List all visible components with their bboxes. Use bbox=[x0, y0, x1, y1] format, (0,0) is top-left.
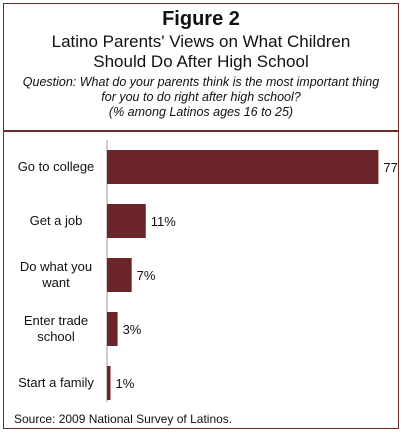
category-label-3-1: school bbox=[37, 329, 75, 344]
bar-1 bbox=[107, 204, 146, 238]
value-label-0: 77% bbox=[383, 160, 398, 175]
category-label-4-0: Start a family bbox=[18, 375, 94, 390]
subtitle-line-3: (% among Latinos ages 16 to 25) bbox=[108, 105, 294, 119]
figure-label: Figure 2 bbox=[162, 8, 240, 30]
value-label-3: 3% bbox=[123, 322, 142, 337]
subtitle-line-1: Question: What do your parents think is … bbox=[22, 75, 380, 89]
category-label-0-0: Go to college bbox=[18, 159, 95, 174]
bar-chart: Go to college 77% Get a job 11% Do what youw… bbox=[18, 140, 398, 402]
bar-4 bbox=[107, 366, 111, 400]
chart-subtitle: Question: What do your parents think is … bbox=[4, 75, 398, 120]
category-label-1-0: Get a job bbox=[30, 213, 83, 228]
bar-2 bbox=[107, 258, 132, 292]
source-note: Source: 2009 National Survey of Latinos. bbox=[14, 412, 233, 426]
subtitle-line-2: for you to do right after high school? bbox=[101, 90, 301, 104]
category-label-2-0: Do what you bbox=[20, 259, 92, 274]
value-label-4: 1% bbox=[116, 376, 135, 391]
value-label-2: 7% bbox=[137, 268, 156, 283]
figure-frame: Figure 2 Latino Parents' Views on What C… bbox=[3, 3, 399, 429]
header-divider bbox=[4, 130, 398, 132]
chart-title: Latino Parents' Views on What Children S… bbox=[51, 32, 351, 71]
category-label-2-1: want bbox=[41, 275, 70, 290]
bar-0 bbox=[107, 150, 379, 184]
value-label-1: 11% bbox=[151, 214, 176, 229]
category-label-3-0: Enter trade bbox=[24, 313, 88, 328]
figure-header: Figure 2 Latino Parents' Views on What C… bbox=[4, 4, 398, 128]
bar-3 bbox=[107, 312, 118, 346]
